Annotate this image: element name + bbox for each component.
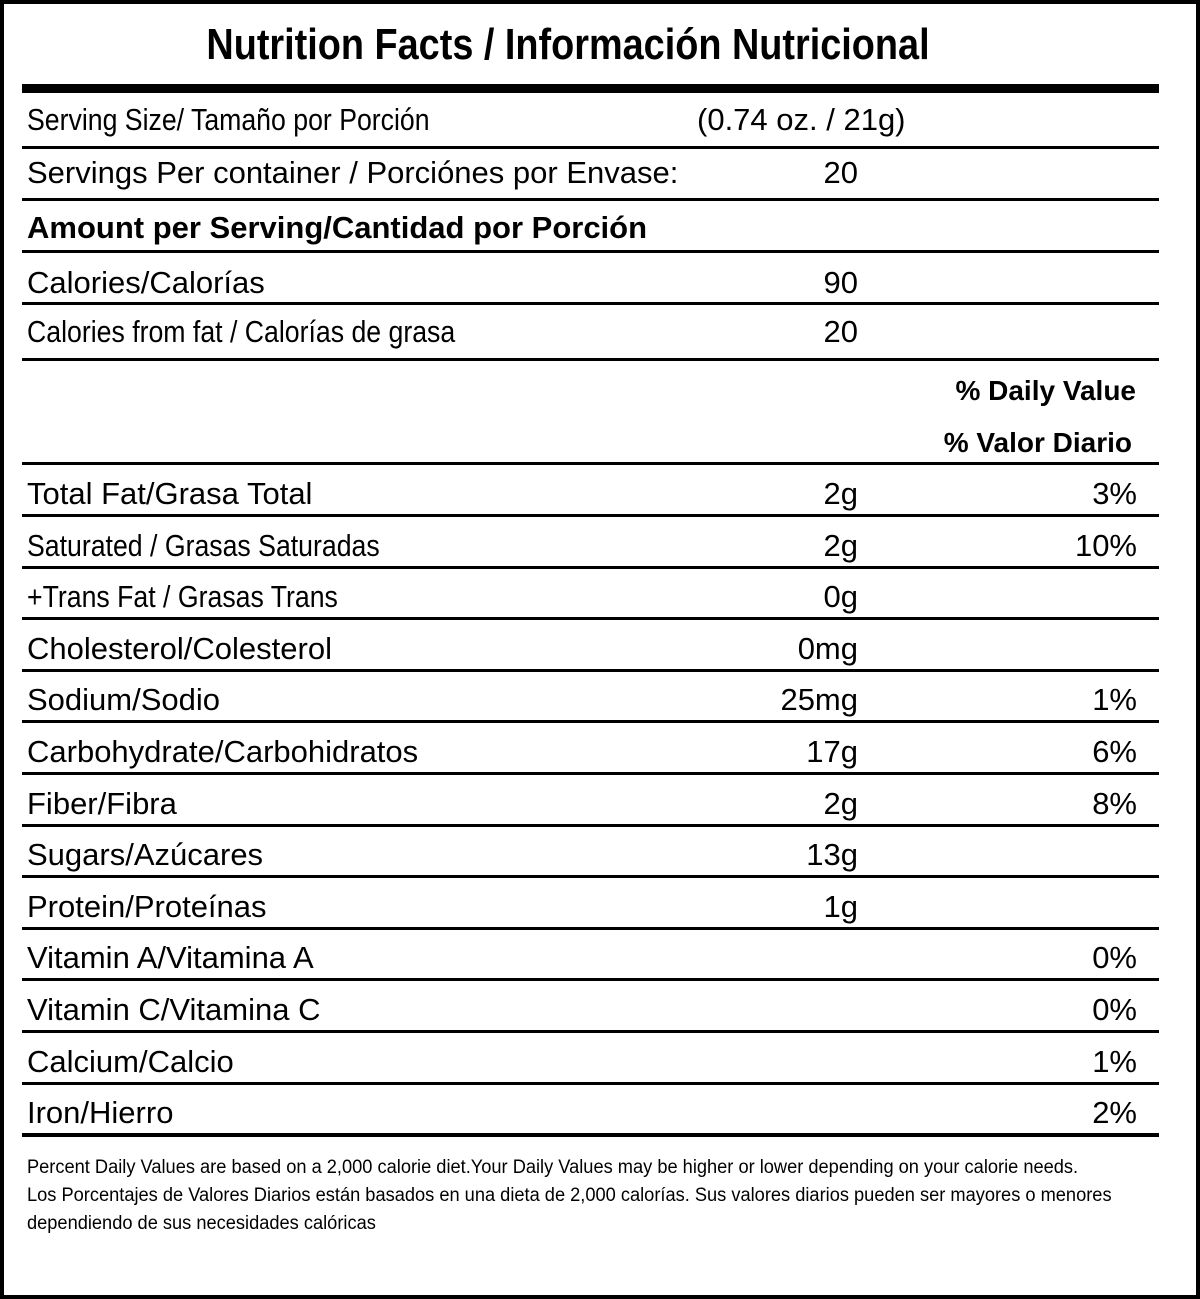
nutrient-row: Fiber/Fibra 2g 8%	[0, 780, 1200, 828]
nutrient-daily-value: 0%	[1092, 992, 1137, 1027]
calories-value: 90	[823, 265, 858, 300]
divider	[22, 875, 1159, 879]
nutrient-daily-value: 6%	[1092, 734, 1137, 769]
calories-fat-value: 20	[823, 314, 858, 349]
nutrient-label: Vitamin A/Vitamina A	[27, 940, 314, 976]
divider	[22, 250, 1159, 253]
footnote: Percent Daily Values are based on a 2,00…	[27, 1154, 1121, 1238]
nutrient-row: Vitamin A/Vitamina A 0%	[0, 934, 1200, 982]
nutrient-amount: 2g	[823, 785, 858, 821]
divider	[22, 1030, 1159, 1033]
footnote-english: Percent Daily Values are based on a 2,00…	[27, 1157, 1079, 1178]
nutrient-label: Total Fat/Grasa Total	[27, 476, 313, 511]
divider	[22, 978, 1159, 982]
nutrient-daily-value: 1%	[1092, 1043, 1137, 1079]
calories-fat-row: Calories from fat / Calorías de grasa 20	[0, 308, 1200, 356]
nutrient-label: Fiber/Fibra	[27, 785, 177, 821]
nutrient-label: Calcium/Calcio	[27, 1043, 234, 1079]
serving-size-row: Serving Size/ Tamaño por Porción (0.74 o…	[0, 96, 1200, 144]
nutrient-daily-value: 2%	[1092, 1095, 1137, 1131]
divider	[22, 1081, 1159, 1085]
calories-fat-label: Calories from fat / Calorías de grasa	[27, 314, 456, 349]
label-title: Nutrition Facts / Información Nutriciona…	[206, 20, 930, 69]
divider	[22, 720, 1159, 724]
nutrient-label: Sodium/Sodio	[27, 682, 221, 718]
nutrient-amount: 0mg	[797, 630, 858, 666]
nutrient-label: Iron/Hierro	[27, 1095, 174, 1131]
amount-header-row: Amount per Serving/Cantidad por Porción	[0, 204, 1200, 252]
divider	[22, 668, 1159, 672]
daily-value-header: % Daily Value	[955, 375, 1136, 406]
nutrient-label: Saturated / Grasas Saturadas	[27, 527, 380, 563]
divider	[22, 358, 1159, 361]
nutrient-row: Vitamin C/Vitamina C 0%	[0, 986, 1200, 1034]
nutrient-label: Carbohydrate/Carbohidratos	[27, 734, 419, 769]
nutrient-row: Protein/Proteínas 1g	[0, 883, 1200, 931]
divider	[22, 926, 1159, 930]
nutrient-amount: 0g	[823, 579, 858, 615]
nutrient-row: Carbohydrate/Carbohidratos 17g 6%	[0, 728, 1200, 776]
nutrient-daily-value: 8%	[1092, 785, 1137, 821]
nutrient-amount: 13g	[806, 837, 858, 873]
divider	[22, 565, 1159, 569]
calories-row: Calories/Calorías 90	[0, 259, 1200, 307]
nutrient-daily-value: 3%	[1092, 476, 1137, 511]
nutrient-label: Vitamin C/Vitamina C	[27, 992, 321, 1027]
amount-header: Amount per Serving/Cantidad por Porción	[27, 210, 648, 245]
servings-label: Servings Per container / Porciónes por E…	[27, 155, 679, 190]
nutrient-row: Saturated / Grasas Saturadas 2g 10%	[0, 522, 1200, 570]
calories-label: Calories/Calorías	[27, 265, 265, 300]
nutrient-daily-value: 1%	[1092, 682, 1137, 718]
nutrient-label: +Trans Fat / Grasas Trans	[27, 579, 338, 615]
nutrient-row: Sugars/Azúcares 13g	[0, 831, 1200, 879]
servings-row: Servings Per container / Porciónes por E…	[0, 149, 1200, 197]
footer-divider	[22, 1133, 1159, 1137]
divider	[22, 772, 1159, 775]
nutrient-label: Protein/Proteínas	[27, 888, 267, 924]
servings-value: 20	[823, 155, 858, 190]
divider	[22, 302, 1159, 305]
nutrient-row: Sodium/Sodio 25mg 1%	[0, 676, 1200, 724]
thick-divider	[22, 84, 1159, 93]
valor-diario-header: % Valor Diario	[943, 427, 1132, 458]
nutrient-amount: 25mg	[780, 682, 858, 718]
nutrient-amount: 1g	[823, 888, 858, 924]
divider	[22, 823, 1159, 827]
divider	[22, 198, 1159, 201]
nutrient-row: Cholesterol/Colesterol 0mg	[0, 625, 1200, 673]
footnote-spanish: Los Porcentajes de Valores Diarios están…	[27, 1185, 1112, 1234]
nutrient-daily-value: 0%	[1092, 940, 1137, 976]
serving-size-value: (0.74 oz. / 21g)	[697, 102, 906, 137]
nutrient-amount: 17g	[806, 734, 858, 769]
nutrient-row: Total Fat/Grasa Total 2g 3%	[0, 470, 1200, 518]
nutrient-daily-value: 10%	[1074, 527, 1137, 563]
serving-size-label: Serving Size/ Tamaño por Porción	[27, 102, 430, 137]
nutrient-label: Sugars/Azúcares	[27, 837, 264, 873]
nutrient-row: +Trans Fat / Grasas Trans 0g	[0, 573, 1200, 621]
nutrient-amount: 2g	[823, 476, 858, 511]
divider	[22, 146, 1159, 149]
nutrient-row: Calcium/Calcio 1%	[0, 1038, 1200, 1086]
nutrient-row: Iron/Hierro 2%	[0, 1089, 1200, 1137]
nutrient-amount: 2g	[823, 527, 858, 563]
divider	[22, 514, 1159, 517]
divider	[22, 617, 1159, 621]
divider	[22, 462, 1159, 465]
nutrient-label: Cholesterol/Colesterol	[27, 630, 332, 666]
